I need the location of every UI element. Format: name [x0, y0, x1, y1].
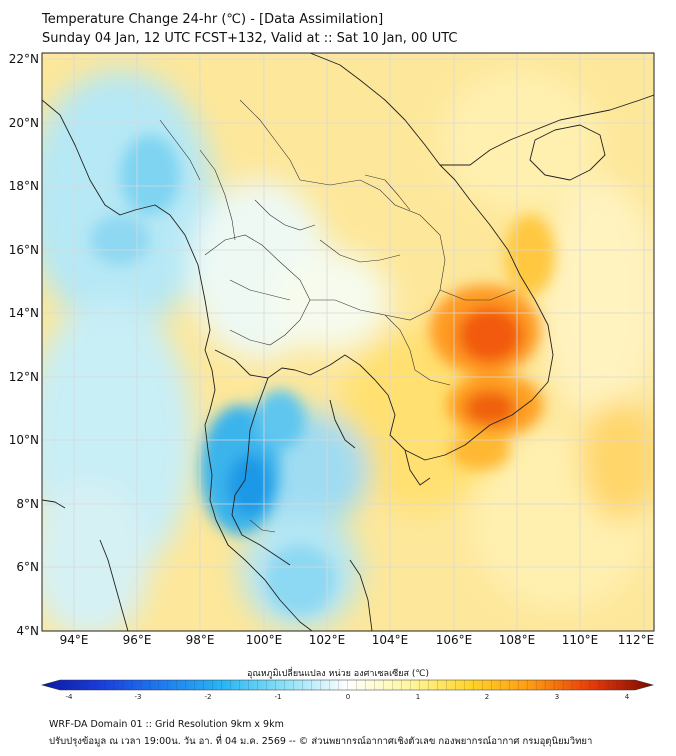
lat-label: 22°N — [9, 52, 39, 66]
colorbar-gradient — [40, 679, 655, 691]
coastlines — [42, 53, 654, 631]
graticule — [42, 53, 654, 631]
lat-axis: 22°N 20°N 18°N 16°N 14°N 12°N 10°N 8°N 6… — [9, 52, 39, 638]
lat-label: 14°N — [9, 306, 39, 320]
temperature-map: 22°N 20°N 18°N 16°N 14°N 12°N 10°N 8°N 6… — [9, 52, 655, 700]
lat-label: 16°N — [9, 243, 39, 257]
lat-label: 8°N — [16, 497, 39, 511]
lat-label: 18°N — [9, 179, 39, 193]
lat-label: 20°N — [9, 116, 39, 130]
lat-label: 12°N — [9, 370, 39, 384]
lon-label: 110°E — [562, 633, 599, 647]
lon-label: 100°E — [246, 633, 283, 647]
lon-label: 108°E — [499, 633, 536, 647]
colorbar-tick-label: -3 — [135, 693, 142, 700]
colorbar-tick-label: -4 — [66, 693, 74, 700]
lon-label: 112°E — [618, 633, 655, 647]
lon-label: 106°E — [436, 633, 473, 647]
colorbar-tick-label: 3 — [555, 693, 559, 700]
colorbar-ticks — [68, 680, 627, 690]
lon-label: 94°E — [60, 633, 89, 647]
footer-model-info: WRF-DA Domain 01 :: Grid Resolution 9km … — [49, 719, 284, 730]
lon-axis: 94°E 96°E 98°E 100°E 102°E 104°E 106°E 1… — [60, 633, 655, 647]
colorbar-tick-label: 4 — [625, 693, 630, 700]
lat-label: 10°N — [9, 433, 39, 447]
lon-label: 102°E — [309, 633, 346, 647]
temperature-field — [42, 53, 654, 631]
lon-label: 104°E — [372, 633, 409, 647]
lat-label: 4°N — [16, 624, 39, 638]
lon-label: 96°E — [123, 633, 152, 647]
colorbar-label: อุณหภูมิเปลี่ยนแปลง หน่วย องศาเซลเซียส (… — [246, 669, 430, 679]
colorbar-tick-label: 2 — [485, 693, 489, 700]
footer-credit: ปรับปรุงข้อมูล ณ เวลา 19:00น. วัน อา. ที… — [49, 736, 593, 747]
colorbar-tick-label: 0 — [346, 693, 350, 700]
lon-label: 98°E — [186, 633, 215, 647]
map-title: Temperature Change 24-hr (℃) - [Data Ass… — [42, 12, 384, 27]
admin-borders — [159, 99, 516, 533]
map-frame — [41, 52, 655, 632]
map-subtitle: Sunday 04 Jan, 12 UTC FCST+132, Valid at… — [42, 31, 458, 46]
colorbar-tick-label: 1 — [416, 693, 420, 700]
lat-label: 6°N — [16, 560, 39, 574]
colorbar-tick-label: -1 — [275, 693, 282, 700]
colorbar-tick-label: -2 — [205, 693, 212, 700]
colorbar: -4 -3 -2 -1 0 1 2 3 4 — [40, 679, 655, 700]
